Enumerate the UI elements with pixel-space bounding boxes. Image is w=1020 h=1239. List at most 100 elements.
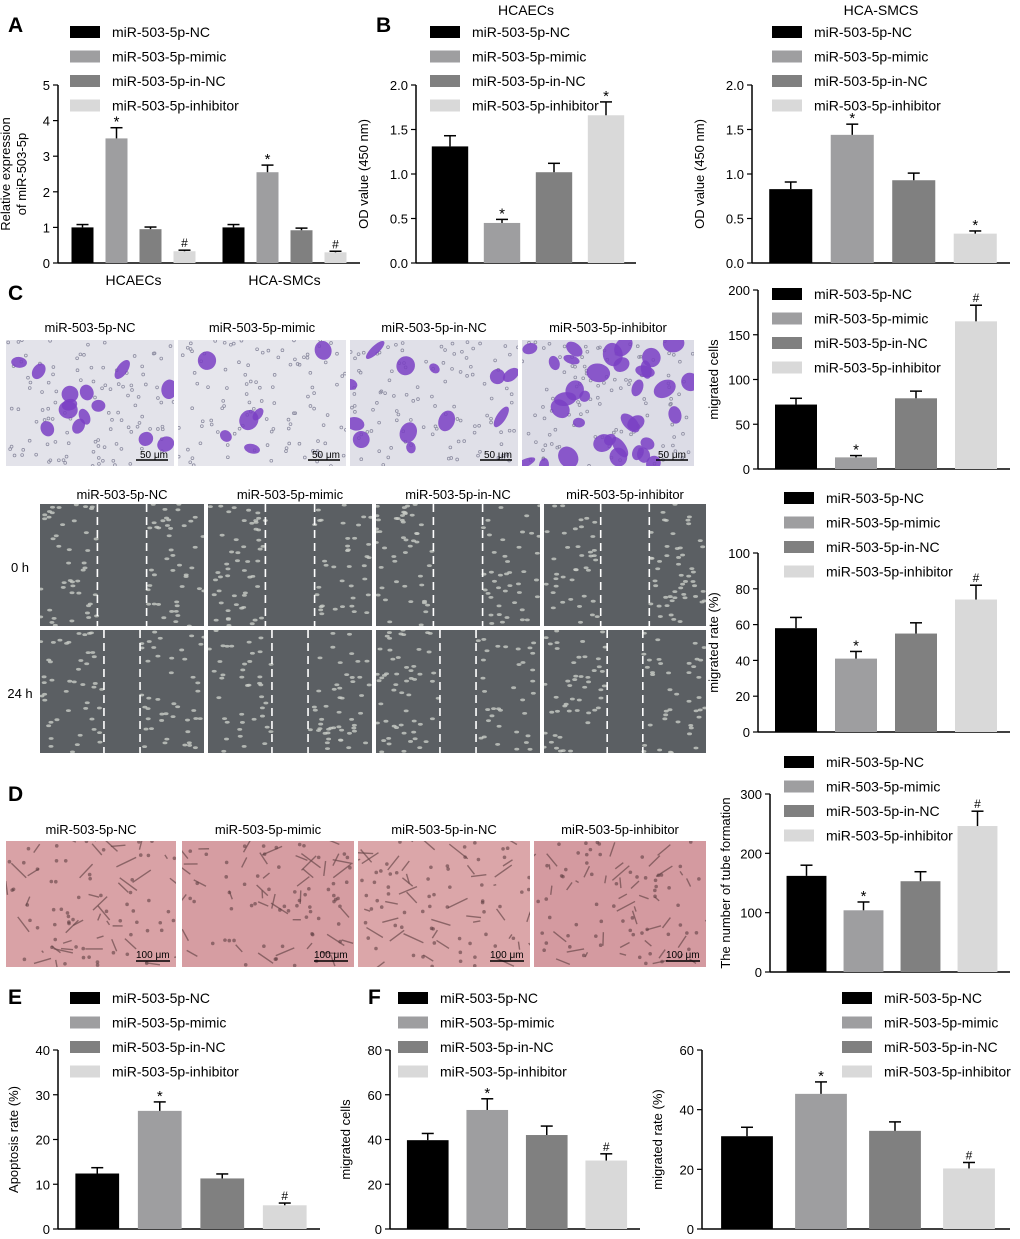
bar-1 [835,457,877,469]
legend-label-2: miR-503-5p-in-NC [884,1039,998,1055]
c-title-inhibitor: miR-503-5p-inhibitor [549,320,667,335]
significance-mark: # [281,1189,288,1203]
d-title-inhibitor: miR-503-5p-inhibitor [561,822,679,837]
wound-image-in-nc-24h [376,630,540,753]
significance-mark: * [972,217,978,234]
y-tick-label: 150 [728,328,750,343]
bar-3 [173,251,196,263]
bar-1 [105,138,128,263]
c-scale-3: 50 μm [484,450,512,461]
chart-b2: 0.0 0.5 1.0 1.5 2.0 OD value (450 nm) HCA-SMCS… [692,2,1010,271]
y-tick-label: 100 [728,546,750,561]
legend-label-3: miR-503-5p-inhibitor [826,828,953,844]
legend-swatch-0 [784,492,814,504]
y-tick-label: 2.0 [390,78,408,93]
y-tick-label: 300 [740,787,762,802]
legend-label-0: miR-503-5p-NC [814,286,912,302]
legend-label-1: miR-503-5p-mimic [112,49,226,65]
legend-swatch-1 [784,516,814,529]
legend-label-3: miR-503-5p-inhibitor [472,98,599,114]
legend-label-1: miR-503-5p-mimic [826,779,940,795]
legend-label-2: miR-503-5p-in-NC [112,73,226,89]
significance-mark: * [484,1085,490,1102]
y-tick-label: 20 [680,1162,694,1177]
bar-1 [830,134,874,263]
legend-label-0: miR-503-5p-NC [826,490,924,506]
bar-1 [795,1093,847,1229]
wound-image-nc-0h [40,504,204,626]
legend-swatch-2 [842,1041,872,1053]
wound-title-inhibitor: miR-503-5p-inhibitor [566,487,684,502]
legend-swatch-2 [772,75,802,87]
legend-swatch-2 [772,337,802,349]
bar-2 [895,633,937,732]
wound-image-in-nc-0h [376,504,540,626]
legend-swatch-3 [784,565,814,578]
bar-3 [955,599,997,732]
significance-mark: * [114,114,120,131]
y-tick-label: 0.0 [390,256,408,271]
legend-label-1: miR-503-5p-mimic [440,1015,554,1031]
bar-2 [892,180,936,263]
legend-label-0: miR-503-5p-NC [814,24,912,40]
d-title-mimic: miR-503-5p-mimic [214,822,322,837]
tube-image-mimic [182,841,354,967]
y-tick-label: 1.0 [390,167,408,182]
y-tick-label: 20 [36,1133,50,1148]
transwell-image-nc [6,340,174,466]
y-tick-label: 80 [736,582,750,597]
legend-label-0: miR-503-5p-NC [884,990,982,1006]
bar-1 [466,1109,509,1229]
micrograph-texture [544,630,706,753]
transwell-image-in-nc [350,340,518,466]
legend-swatch-0 [398,992,428,1004]
legend-swatch-1 [772,50,802,63]
legend-swatch-2 [430,75,460,87]
wound-image-inhibitor-24h [544,630,706,753]
significance-mark: * [603,88,609,105]
y-tick-label: 0 [43,1222,50,1237]
legend-label-3: miR-503-5p-inhibitor [884,1064,1011,1080]
d-scale-1: 100 μm [136,950,170,961]
y-tick-label: 30 [36,1088,50,1103]
legend-swatch-1 [842,1016,872,1029]
bar-0 [71,227,94,263]
micrograph-texture [40,504,204,626]
bar-2 [900,881,941,972]
micrograph-texture [534,841,706,966]
y-axis-label: OD value (450 nm) [692,119,707,229]
d-scale-3: 100 μm [490,950,524,961]
bar-0 [775,628,817,732]
chart-f1: 0 20 40 60 80 migrated cells * # miR-503-5p-NC mi… [338,990,640,1237]
chart-c2: 0 20 40 60 80 100 migrated rate (%) * # miR-503-5… [706,490,1010,740]
y-tick-label: 3 [43,149,50,164]
legend-label-0: miR-503-5p-NC [826,754,924,770]
y-tick-label: 2 [43,185,50,200]
legend-label-2: miR-503-5p-in-NC [826,803,940,819]
bar-1 [483,222,521,263]
transwell-image-inhibitor [522,340,694,466]
x-category-label-1: HCA-SMCs [248,272,320,288]
significance-mark: # [966,1148,973,1162]
bar-3 [585,1160,628,1229]
y-tick-label: 2.0 [726,78,744,93]
legend-label-1: miR-503-5p-mimic [472,49,586,65]
panel-label-f: F [368,986,381,1009]
y-tick-label: 10 [36,1177,50,1192]
chart-e: 0 10 20 30 40 Apoptosis rate (%) * # miR-503-5p-… [6,990,320,1237]
legend-swatch-0 [70,26,100,38]
legend-label-0: miR-503-5p-NC [112,990,210,1006]
wound-image-nc-24h [40,630,204,753]
bar-2 [139,229,162,263]
legend-swatch-3 [772,361,802,374]
y-axis-label: Relative expressionof miR-503-5p [0,117,29,230]
legend-label-1: miR-503-5p-mimic [814,311,928,327]
micrograph-texture [40,630,204,753]
significance-mark: * [849,110,855,127]
c-scale-4: 50 μm [658,450,686,461]
panel-label-d: D [8,783,24,806]
bar-0 [786,875,827,972]
legend-swatch-1 [398,1016,428,1029]
y-axis-label: migrated cells [338,1099,353,1180]
bar-0 [769,189,813,263]
